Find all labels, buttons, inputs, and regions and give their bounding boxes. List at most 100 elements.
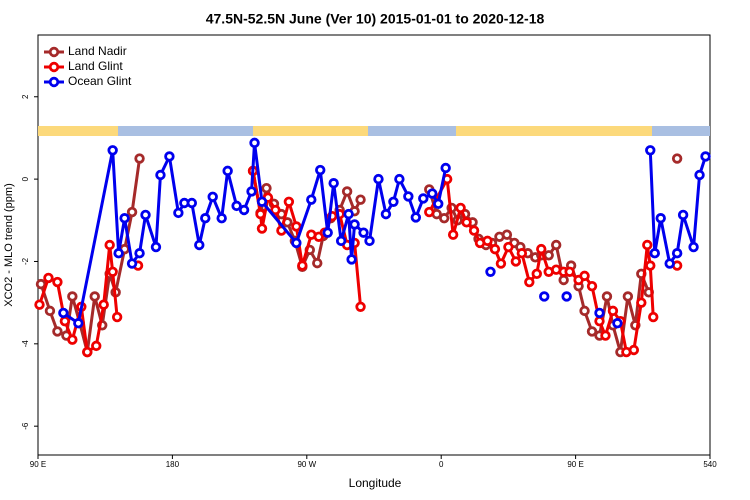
data-point (358, 227, 369, 238)
data-point (126, 206, 138, 218)
data-point (388, 196, 399, 207)
data-point (43, 272, 54, 284)
data-point (539, 291, 550, 302)
data-point (59, 315, 71, 327)
data-point (694, 169, 705, 181)
data-point (503, 241, 514, 253)
y-tick-label: 2 (21, 94, 30, 99)
data-point (52, 276, 63, 288)
data-point (134, 153, 145, 164)
data-point (622, 291, 634, 302)
legend-marker (48, 76, 60, 88)
data-point (501, 229, 513, 240)
legend-label: Ocean Glint (68, 74, 132, 88)
data-point (671, 248, 683, 259)
band-ocean (368, 126, 456, 136)
data-point (297, 260, 308, 271)
data-point (173, 207, 184, 219)
data-point (648, 311, 659, 323)
data-point (489, 243, 501, 255)
data-point (510, 256, 522, 267)
data-point (126, 258, 138, 269)
data-point (495, 258, 507, 269)
data-point (594, 315, 605, 327)
data-point (67, 334, 78, 345)
data-point (355, 194, 366, 205)
data-point (440, 162, 451, 174)
data-point (186, 197, 198, 209)
data-point (636, 297, 647, 308)
data-point (328, 178, 339, 189)
band-ocean (652, 126, 710, 136)
data-point (380, 208, 392, 220)
data-point (58, 307, 69, 319)
data-point (607, 305, 619, 317)
data-point (364, 235, 375, 247)
data-point (373, 173, 384, 185)
data-point (543, 250, 554, 261)
land-ocean-band (38, 126, 710, 136)
data-point (349, 219, 360, 230)
chart-title: 47.5N-52.5N June (Ver 10) 2015-01-01 to … (206, 11, 545, 27)
data-point (306, 194, 317, 205)
data-point (261, 182, 272, 194)
data-point (438, 213, 450, 224)
data-point (82, 346, 93, 358)
data-point (194, 239, 205, 251)
data-point (645, 145, 656, 156)
data-point (322, 227, 333, 238)
data-point (107, 266, 118, 277)
data-point (34, 299, 45, 310)
data-point (67, 291, 78, 302)
data-point (216, 213, 227, 224)
x-tick-label: 90 E (567, 460, 583, 469)
legend-marker (48, 46, 60, 58)
data-point (612, 318, 623, 329)
data-point (564, 266, 575, 277)
data-point (558, 274, 569, 286)
data-point (119, 213, 130, 224)
data-point (468, 225, 480, 236)
data-point (418, 193, 429, 204)
y-tick-label: -4 (21, 340, 30, 348)
data-point (655, 213, 666, 224)
x-tick-label: 90 E (30, 460, 46, 469)
data-point (586, 280, 598, 292)
data-point (410, 212, 422, 223)
data-point (291, 237, 302, 249)
data-point (270, 204, 281, 216)
legend-marker (48, 61, 60, 73)
data-point (579, 305, 590, 317)
data-point (291, 221, 302, 232)
legend-label: Land Glint (68, 59, 123, 73)
data-point (447, 229, 459, 240)
data-point (312, 257, 323, 269)
data-point (671, 153, 683, 164)
data-point (424, 206, 435, 218)
data-point (200, 213, 211, 224)
data-point (111, 311, 123, 323)
data-point (677, 209, 689, 221)
data-point (107, 145, 118, 156)
x-tick-label: 540 (703, 460, 717, 469)
data-point (433, 198, 444, 210)
data-point (256, 223, 268, 234)
y-axis-label: XCO2 - MLO trend (ppm) (3, 183, 15, 306)
data-point (601, 291, 613, 302)
x-tick-label: 180 (166, 460, 180, 469)
y-tick-label: -6 (21, 422, 30, 430)
data-point (536, 243, 547, 255)
data-point (256, 196, 268, 207)
data-point (403, 191, 414, 202)
data-point (700, 151, 711, 162)
data-point (91, 340, 102, 352)
data-point (550, 239, 562, 251)
data-point (586, 326, 598, 337)
data-point (455, 202, 466, 214)
data-point (524, 276, 535, 288)
data-point (98, 299, 109, 310)
data-point (485, 266, 496, 277)
data-point (164, 151, 175, 162)
data-point (222, 165, 233, 177)
data-point (335, 235, 347, 247)
